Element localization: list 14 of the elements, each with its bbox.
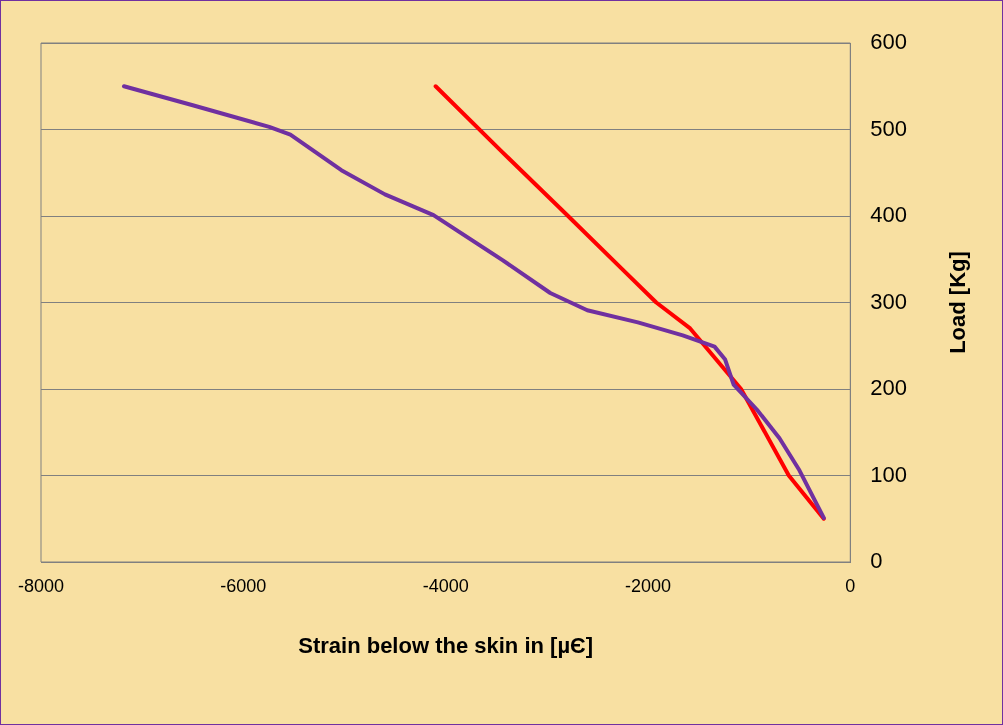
y-tick-label: 400 xyxy=(870,202,908,228)
x-tick-label: -4000 xyxy=(422,575,469,596)
y-axis-title: Load [Kg] xyxy=(945,251,971,354)
x-tick-label: -8000 xyxy=(17,575,65,596)
y-tick-label: 200 xyxy=(870,375,908,401)
x-tick-label: 0 xyxy=(845,575,856,596)
y-tick-label: 500 xyxy=(870,115,908,141)
y-tick-label: 0 xyxy=(870,548,883,574)
y-tick-label: 300 xyxy=(870,288,908,314)
x-axis-title: Strain below the skin in [µЄ] xyxy=(298,632,594,658)
y-tick-label: 600 xyxy=(870,29,908,55)
x-tick-label: -2000 xyxy=(624,575,671,596)
x-tick-label: -6000 xyxy=(220,575,267,596)
y-tick-label: 100 xyxy=(870,461,908,487)
